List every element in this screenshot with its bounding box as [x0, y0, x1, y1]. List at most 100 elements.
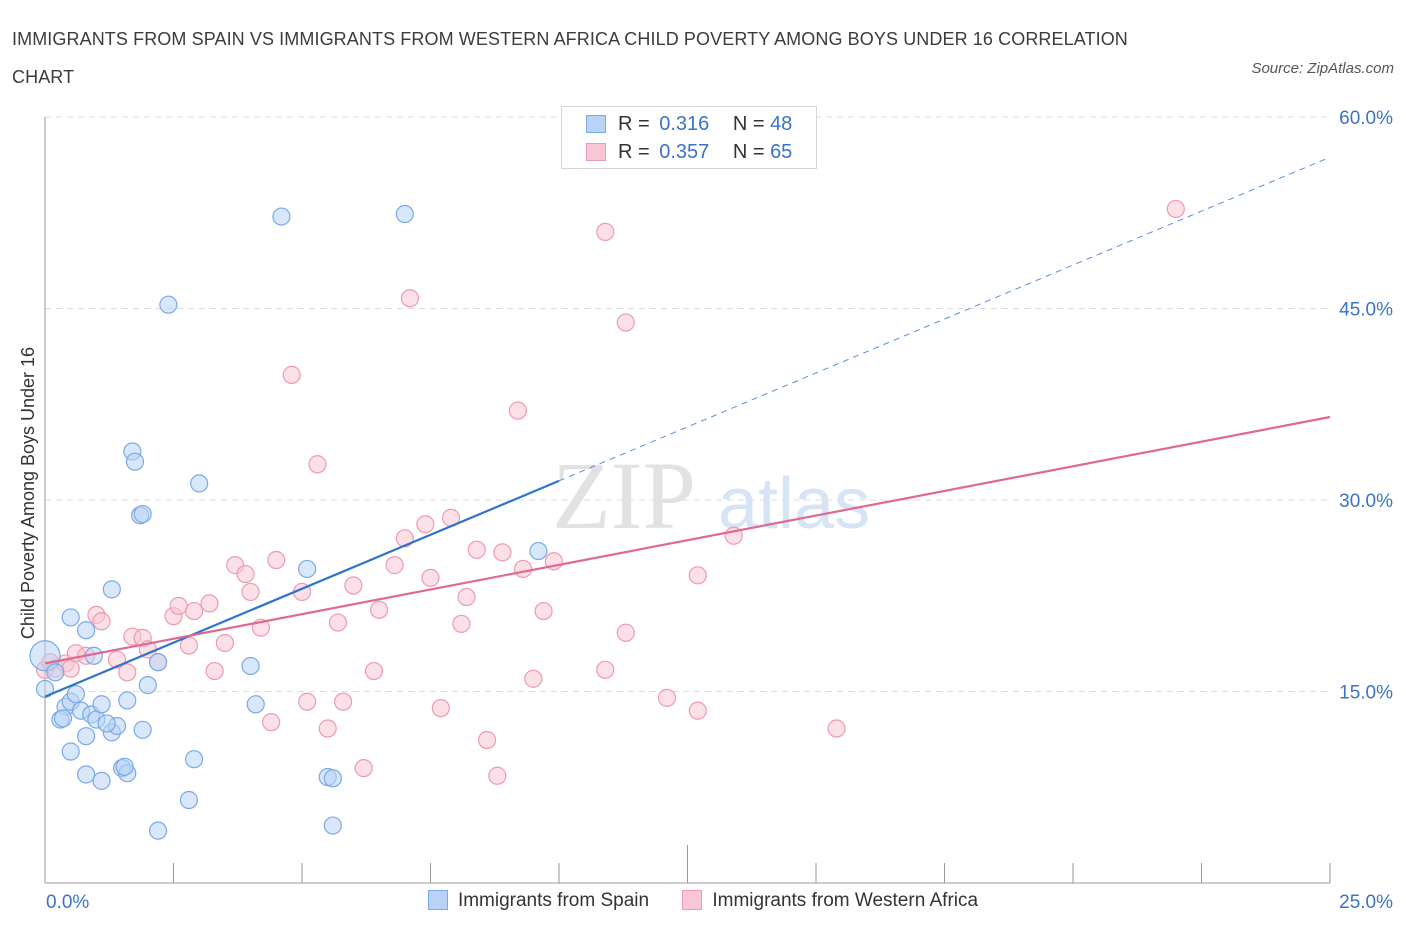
- legend-n-value-spain: 48: [770, 113, 793, 135]
- data-point-wafrica: [282, 365, 301, 384]
- data-point-spain: [529, 541, 548, 561]
- data-point-spain: [138, 676, 157, 695]
- data-point-spain: [395, 204, 414, 224]
- data-point-wafrica: [395, 529, 414, 548]
- data-point-wafrica: [827, 719, 846, 738]
- data-point-spain: [246, 695, 265, 714]
- series-legend: Immigrants from Spain Immigrants from We…: [0, 890, 1406, 912]
- data-point-wafrica: [452, 614, 471, 633]
- data-point-spain: [148, 653, 168, 672]
- data-point-spain: [179, 790, 199, 810]
- data-point-wafrica: [61, 659, 80, 678]
- legend-swatch-spain: [427, 890, 448, 910]
- data-point-wafrica: [262, 713, 281, 732]
- data-point-wafrica: [400, 289, 420, 308]
- data-point-spain: [61, 742, 80, 761]
- data-point-wafrica: [364, 661, 384, 681]
- tick-labels: 15.0% 30.0% 45.0% 60.0% 0.0% 25.0%: [46, 108, 1393, 913]
- trend-line-spain-extension: [558, 156, 1331, 482]
- source-label: Source: ZipAtlas.com: [1251, 60, 1394, 77]
- data-point-spain: [66, 684, 85, 704]
- data-point-spain: [35, 679, 55, 699]
- data-point-spain: [133, 720, 152, 739]
- data-point-spain: [148, 821, 168, 840]
- data-point-spain: [53, 709, 73, 728]
- trend-line-wafrica: [44, 415, 1331, 665]
- data-point-wafrica: [508, 401, 527, 420]
- axes: [44, 117, 1331, 884]
- data-point-wafrica: [370, 600, 389, 619]
- legend-swatch-wafrica: [586, 143, 606, 161]
- data-point-wafrica: [241, 582, 260, 602]
- data-point-wafrica: [205, 661, 224, 681]
- chart-title: IMMIGRANTS FROM SPAIN VS IMMIGRANTS FROM…: [12, 29, 1128, 87]
- y-tick-label: 60.0%: [1339, 108, 1393, 129]
- data-point-wafrica: [354, 758, 373, 778]
- data-point-wafrica: [328, 613, 348, 632]
- legend-n-value-wafrica: 65: [770, 141, 793, 163]
- data-point-wafrica: [298, 692, 317, 711]
- trend-lines: [44, 156, 1331, 698]
- data-point-wafrica: [616, 313, 635, 332]
- y-tick-label: 15.0%: [1339, 683, 1393, 704]
- x-tick-label: 25.0%: [1339, 892, 1393, 913]
- legend-r-label: R =: [618, 141, 650, 163]
- data-point-spain: [118, 691, 137, 710]
- legend-item-wafrica[interactable]: Immigrants from Western Africa: [682, 890, 978, 912]
- data-point-wafrica: [688, 701, 707, 720]
- watermark: ZIP atlas: [552, 442, 870, 549]
- data-point-wafrica: [616, 623, 635, 642]
- data-point-wafrica: [457, 587, 476, 607]
- data-point-wafrica: [416, 515, 435, 534]
- data-point-wafrica: [513, 559, 533, 579]
- data-point-wafrica: [467, 540, 486, 559]
- data-point-spain: [241, 656, 260, 676]
- data-point-spain: [92, 771, 111, 790]
- y-axis-label: Child Poverty Among Boys Under 16: [18, 347, 38, 639]
- legend-r-label: R =: [618, 113, 650, 135]
- data-point-spain: [272, 207, 291, 226]
- gridlines: [45, 116, 1330, 692]
- data-point-spain: [29, 640, 61, 672]
- data-point-wafrica: [488, 766, 507, 785]
- data-point-spain: [298, 559, 317, 579]
- data-point-spain: [61, 608, 80, 627]
- legend-n-label: N =: [732, 141, 765, 163]
- legend-n-label: N =: [732, 113, 765, 135]
- data-point-spain: [97, 714, 116, 733]
- data-point-spain: [190, 474, 209, 493]
- data-point-wafrica: [657, 688, 677, 707]
- legend-label-wafrica: Immigrants from Western Africa: [712, 890, 979, 911]
- data-point-wafrica: [1166, 199, 1185, 219]
- data-point-spain: [323, 816, 342, 835]
- x-tick-label: 0.0%: [46, 892, 89, 913]
- data-point-wafrica: [215, 633, 234, 653]
- legend-row-wafrica: R = 0.357 N = 65: [586, 141, 792, 167]
- data-point-wafrica: [344, 576, 363, 595]
- data-point-wafrica: [431, 698, 450, 718]
- data-point-wafrica: [318, 719, 337, 738]
- data-point-wafrica: [477, 730, 497, 750]
- data-point-wafrica: [421, 568, 440, 587]
- data-point-spain: [92, 695, 111, 714]
- stats-legend: R = 0.316 N = 48 R = 0.357 N = 65: [561, 106, 817, 169]
- data-point-spain: [46, 663, 65, 682]
- legend-item-spain[interactable]: Immigrants from Spain: [427, 890, 649, 912]
- data-point-wafrica: [308, 455, 327, 474]
- data-point-wafrica: [688, 566, 707, 585]
- data-point-wafrica: [534, 601, 553, 621]
- series-spain-points: [29, 204, 548, 840]
- legend-row-spain: R = 0.316 N = 48: [586, 113, 792, 139]
- data-point-spain: [159, 295, 178, 314]
- data-point-wafrica: [236, 564, 255, 584]
- data-point-spain: [77, 765, 96, 784]
- legend-swatch-wafrica: [682, 890, 703, 910]
- data-point-wafrica: [334, 692, 353, 711]
- data-point-wafrica: [267, 550, 286, 570]
- data-point-wafrica: [385, 556, 404, 575]
- watermark-atlas: atlas: [718, 464, 870, 544]
- data-point-wafrica: [524, 669, 543, 688]
- data-point-wafrica: [184, 601, 204, 621]
- data-point-wafrica: [92, 612, 111, 631]
